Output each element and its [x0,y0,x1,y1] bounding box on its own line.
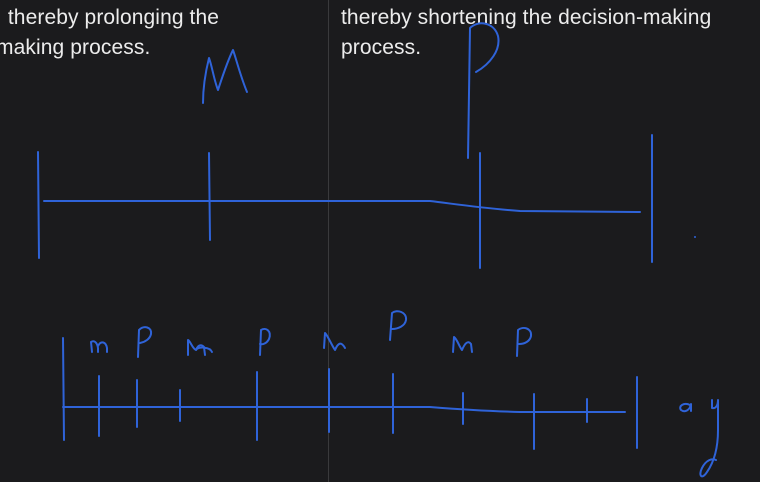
ink-dot [694,236,696,238]
left-text-line-2: making process. [0,36,151,59]
right-text-line-1: thereby shortening the decision-making [341,6,712,29]
ink-letter-a [679,402,692,413]
ink-letter-p-top [467,22,500,159]
ink-timeline-top-tick-m [208,152,211,241]
ink-letter-m4 [452,336,473,353]
ink-timeline-top-left-bound [37,151,40,259]
ink-timeline-bottom-line [62,406,626,413]
right-text-line-2: process. [341,36,422,59]
column-divider [328,0,329,482]
ink-letter-p1 [137,326,153,358]
ink-timeline-bottom-left-bound [62,337,65,441]
ink-letter-p2 [259,328,271,356]
left-text-line-1: , thereby prolonging the [0,6,220,29]
left-column-text: , thereby prolonging the making process. [0,3,219,63]
ink-letter-m1 [90,340,108,353]
ink-timeline-top-line [43,200,641,213]
right-column-text: thereby shortening the decision-making p… [341,3,711,63]
ink-letter-p3 [389,310,408,341]
ink-letter-m-top [202,49,248,104]
ink-letter-m3 [323,332,346,351]
ink-letter-m2 [187,339,213,356]
ink-letter-y [699,399,719,478]
ink-letter-p4 [516,327,533,357]
